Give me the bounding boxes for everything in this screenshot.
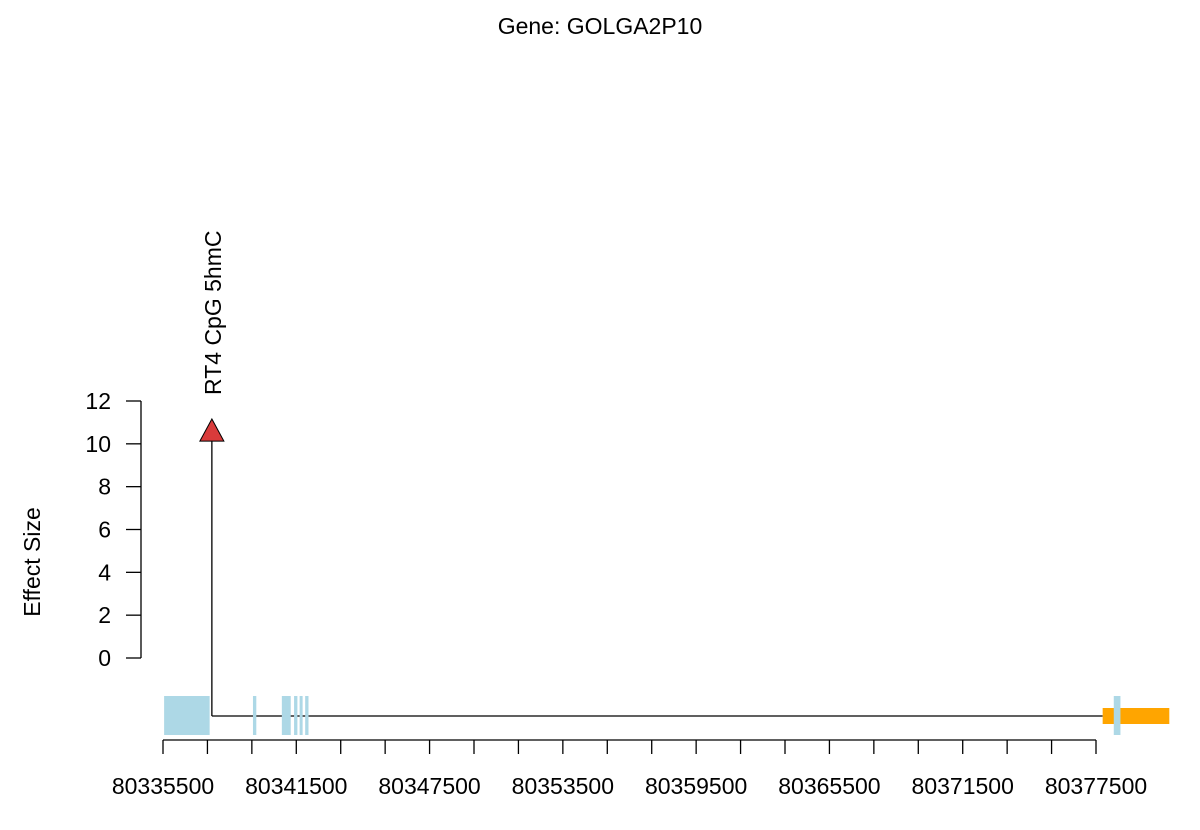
x-tick-label: 80347500 xyxy=(378,773,480,799)
x-tick-label: 80371500 xyxy=(912,773,1014,799)
chart-title: Gene: GOLGA2P10 xyxy=(498,13,703,39)
y-tick-label: 6 xyxy=(98,517,111,543)
data-points: RT4 CpG 5hmC xyxy=(199,231,226,716)
y-tick-label: 0 xyxy=(98,645,111,671)
highlight-region xyxy=(1102,708,1170,724)
y-axis-label: Effect Size xyxy=(19,507,45,617)
exon xyxy=(294,696,298,735)
y-tick-label: 4 xyxy=(98,559,111,585)
x-tick-label: 80341500 xyxy=(245,773,347,799)
x-tick-label: 80359500 xyxy=(645,773,747,799)
y-tick-label: 8 xyxy=(98,474,111,500)
point-marker xyxy=(199,417,225,442)
x-tick-label: 80377500 xyxy=(1045,773,1147,799)
x-tick-label: 80353500 xyxy=(512,773,614,799)
exon xyxy=(281,696,291,735)
exon xyxy=(1113,696,1121,735)
x-tick-label: 80335500 xyxy=(112,773,214,799)
exon xyxy=(252,696,257,735)
y-axis: 0 2 4 6 8 10 12 xyxy=(85,388,142,671)
gene-track xyxy=(164,696,1170,735)
y-tick-label: 12 xyxy=(85,388,111,414)
exon xyxy=(164,696,210,735)
y-tick-label: 10 xyxy=(85,431,111,457)
exon xyxy=(305,696,309,735)
y-tick-label: 2 xyxy=(98,602,111,628)
point-label: RT4 CpG 5hmC xyxy=(200,231,226,395)
exon xyxy=(299,696,303,735)
x-axis: 80335500 80341500 80347500 80353500 80359500… xyxy=(112,739,1147,799)
x-tick-label: 80365500 xyxy=(778,773,880,799)
